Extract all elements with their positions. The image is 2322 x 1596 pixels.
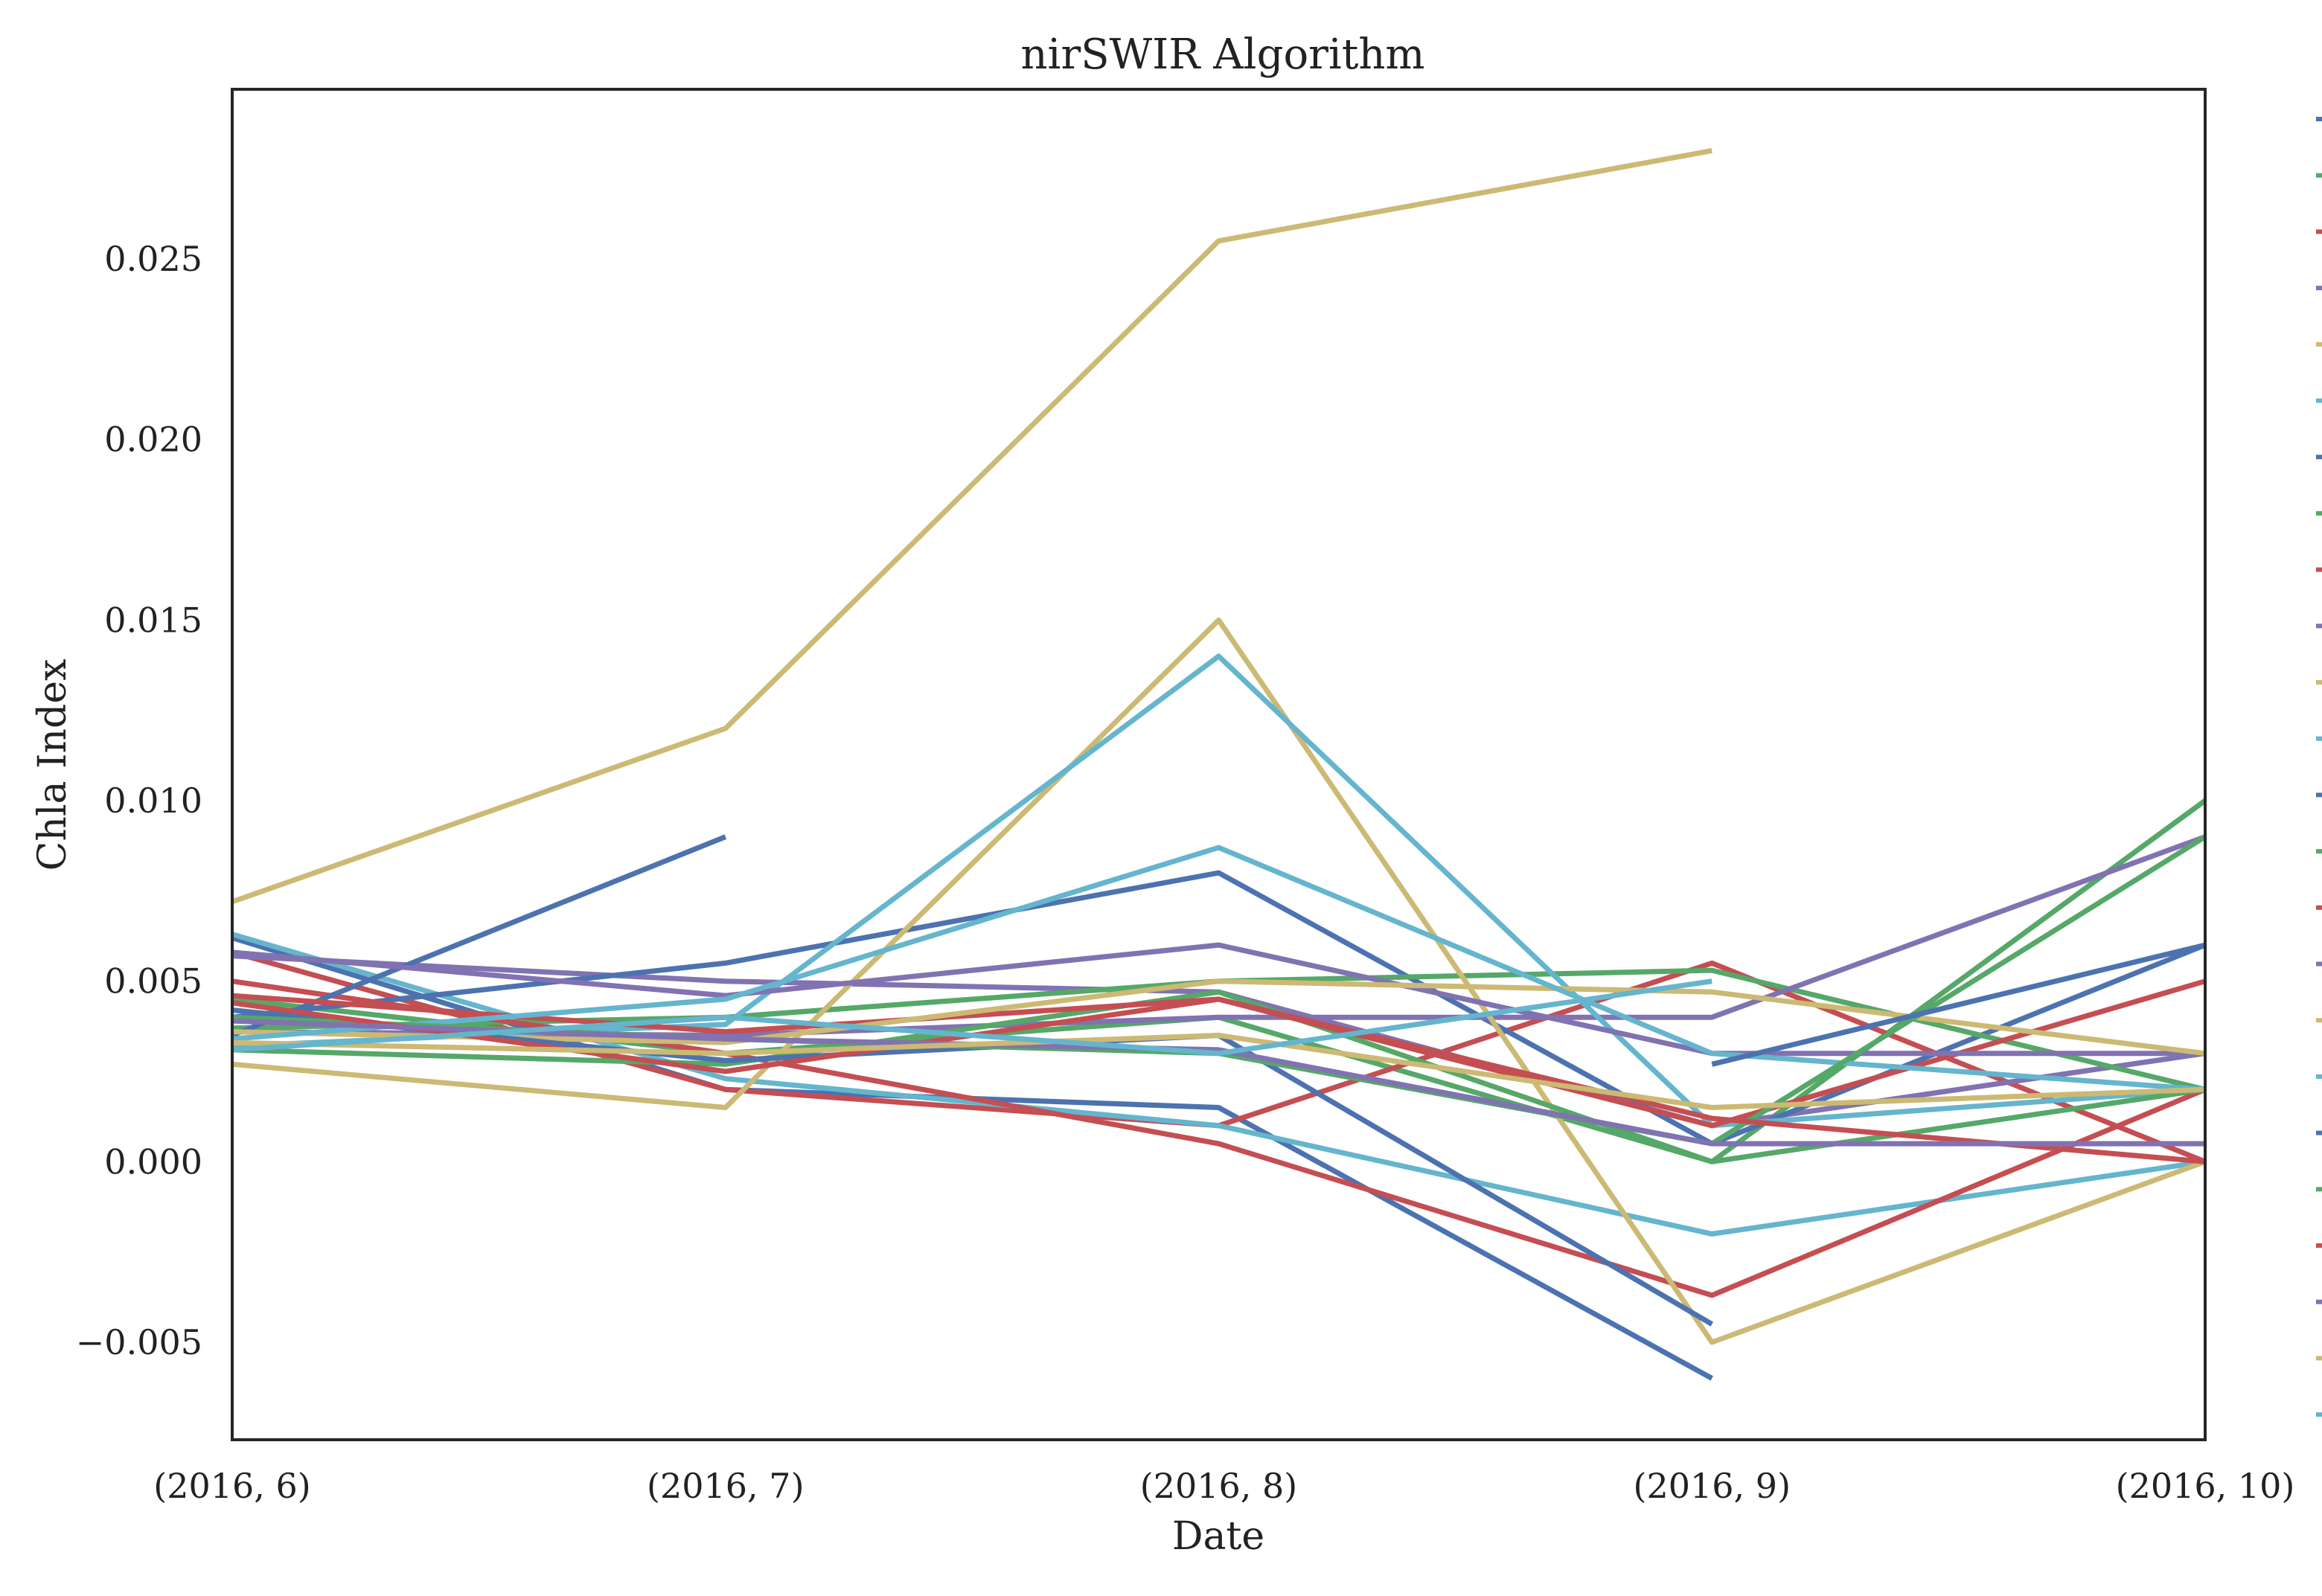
y-tick-label: 0.000 [104,1141,202,1182]
series-line-11 [231,617,2207,1345]
x-tick-label: (2016, 7) [647,1466,804,1506]
y-axis-ticks: −0.005 0.000 0.005 0.010 0.015 0.020 0.025 [76,239,202,1362]
plot-area [231,88,2207,1441]
y-tick-label: 0.015 [104,600,202,640]
series-line-17 [231,978,2206,1057]
series-line-23 [231,1033,2206,1110]
x-tick-label: (2016, 9) [1634,1466,1791,1506]
x-tick-label: (2016, 6) [153,1466,310,1506]
series-line-25 [1711,942,2206,1067]
series-line-5 [231,148,1712,905]
x-axis-label: Date [1172,1514,1264,1559]
y-tick-label: 0.005 [104,961,202,1001]
series-line-10 [231,834,2207,1038]
x-tick-label: (2016, 10) [2116,1466,2295,1506]
series-group [231,148,2207,1381]
series-line-14 [231,989,2206,1164]
plot-frame [231,88,2207,1441]
x-axis-ticks: (2016, 6) (2016, 7) (2016, 8) (2016, 9) (201… [153,1466,2294,1506]
y-tick-label: 0.020 [104,420,202,460]
series-line-18 [231,845,2206,1092]
legend [2316,117,2322,1417]
y-tick-label: −0.005 [76,1322,202,1362]
x-tick-label: (2016, 8) [1140,1466,1297,1506]
series-line-22 [231,1018,2205,1147]
y-tick-label: 0.025 [104,239,202,279]
series-line-16 [231,942,2205,1057]
y-axis-label: Chla Index [31,659,75,871]
y-tick-label: 0.010 [104,781,202,821]
series-line-24 [231,978,1712,1057]
chart-title: nirSWIR Algorithm [1020,31,1424,79]
